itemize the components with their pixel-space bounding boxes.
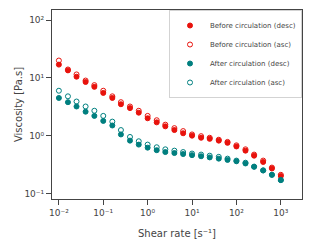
svg-text:10⁻¹: 10⁻¹	[24, 189, 44, 199]
svg-text:10³: 10³	[273, 208, 288, 218]
svg-text:10²: 10²	[229, 208, 244, 218]
svg-text:Before circulation (asc): Before circulation (asc)	[210, 41, 291, 49]
svg-text:After circulation (desc): After circulation (desc)	[210, 60, 290, 68]
svg-text:10²: 10²	[29, 15, 44, 25]
svg-text:10¹: 10¹	[29, 73, 44, 83]
svg-text:10⁻¹: 10⁻¹	[93, 208, 113, 218]
svg-text:10⁰: 10⁰	[140, 208, 155, 218]
svg-text:Before circulation (desc): Before circulation (desc)	[210, 22, 296, 30]
svg-text:10⁰: 10⁰	[29, 131, 44, 141]
svg-text:10⁻²: 10⁻²	[49, 208, 69, 218]
svg-text:Shear rate [s⁻¹]: Shear rate [s⁻¹]	[138, 228, 216, 239]
svg-text:10¹: 10¹	[185, 208, 200, 218]
svg-text:After circulation (asc): After circulation (asc)	[210, 79, 285, 87]
svg-text:Viscosity [Pa.s]: Viscosity [Pa.s]	[13, 67, 24, 142]
